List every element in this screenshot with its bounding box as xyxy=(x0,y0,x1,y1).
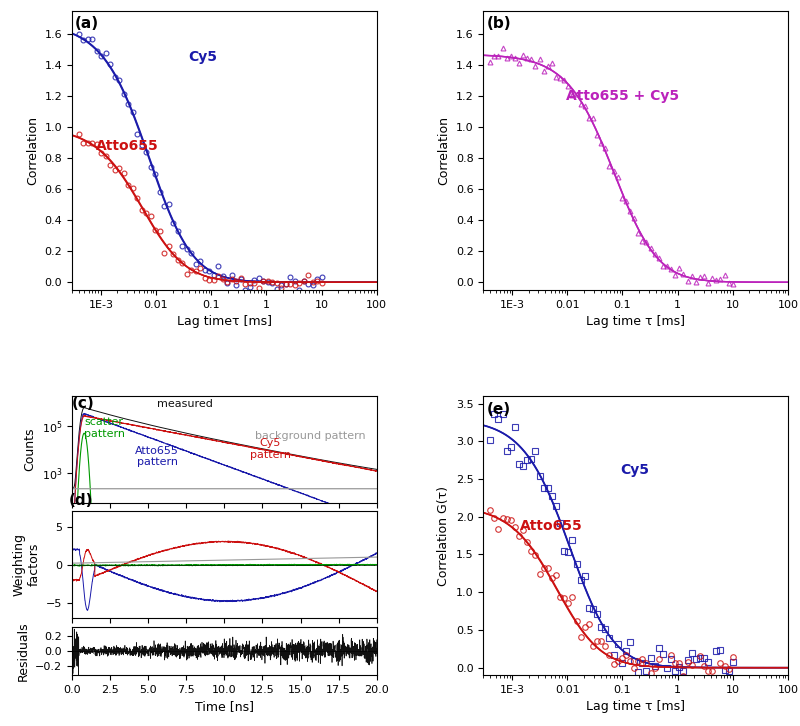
Text: Atto655: Atto655 xyxy=(520,519,582,533)
Y-axis label: Residuals: Residuals xyxy=(17,621,30,681)
Text: measured: measured xyxy=(158,399,213,409)
Text: Cy5: Cy5 xyxy=(621,463,650,477)
Text: Atto655 + Cy5: Atto655 + Cy5 xyxy=(566,89,678,103)
X-axis label: Lag time τ [ms]: Lag time τ [ms] xyxy=(586,701,685,714)
Text: (e): (e) xyxy=(486,401,510,417)
Text: Cy5: Cy5 xyxy=(188,50,217,64)
Text: Cy5
pattern: Cy5 pattern xyxy=(250,439,290,460)
Text: (b): (b) xyxy=(486,17,511,31)
Text: Atto655
pattern: Atto655 pattern xyxy=(135,446,179,468)
Y-axis label: Correlation G(τ): Correlation G(τ) xyxy=(438,486,450,586)
X-axis label: Lag time τ [ms]: Lag time τ [ms] xyxy=(586,315,685,328)
Text: (d): (d) xyxy=(69,493,94,508)
X-axis label: Time [ns]: Time [ns] xyxy=(195,701,254,714)
Y-axis label: Weighting
factors: Weighting factors xyxy=(12,533,40,596)
Y-axis label: Counts: Counts xyxy=(23,428,36,471)
Y-axis label: Correlation: Correlation xyxy=(438,116,450,185)
Text: background pattern: background pattern xyxy=(255,431,366,441)
Text: Atto655: Atto655 xyxy=(96,139,159,153)
Text: (c): (c) xyxy=(72,396,94,411)
X-axis label: Lag timeτ [ms]: Lag timeτ [ms] xyxy=(177,315,272,328)
Y-axis label: Correlation: Correlation xyxy=(26,116,39,185)
Text: (a): (a) xyxy=(75,17,99,31)
Text: scatter
pattern: scatter pattern xyxy=(84,417,125,439)
